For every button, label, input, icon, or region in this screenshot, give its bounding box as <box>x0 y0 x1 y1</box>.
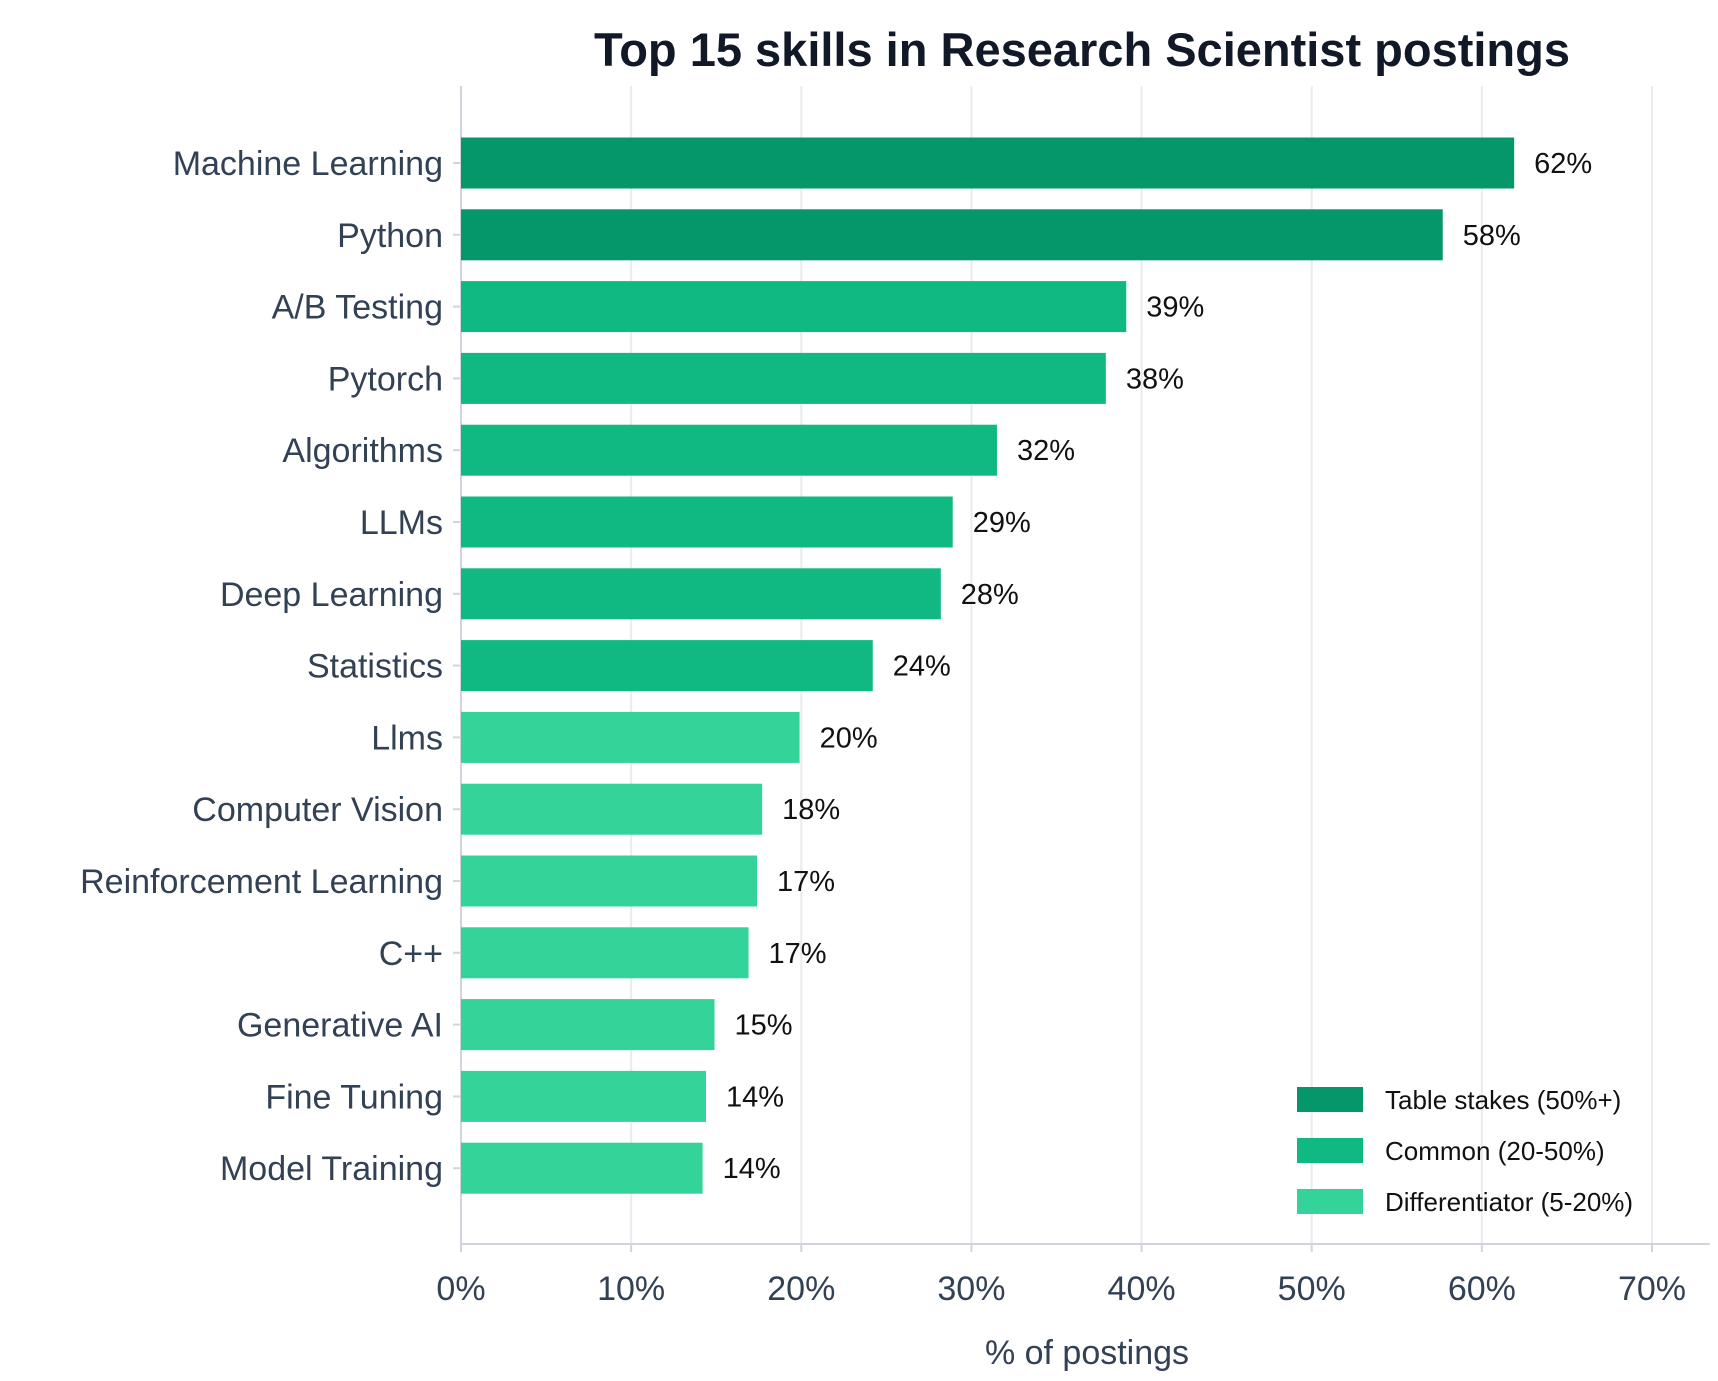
category-label: Reinforcement Learning <box>80 863 443 901</box>
category-label: A/B Testing <box>272 289 443 327</box>
category-label: Deep Learning <box>220 576 443 614</box>
value-label: 39% <box>1146 292 1204 324</box>
bar <box>461 352 1106 404</box>
value-label: 28% <box>961 579 1019 611</box>
value-label: 18% <box>782 794 840 826</box>
category-label: Machine Learning <box>173 145 443 183</box>
value-label: 58% <box>1463 220 1521 252</box>
bar <box>461 568 941 620</box>
x-tick-label: 30% <box>937 1270 1005 1308</box>
bar <box>461 927 749 979</box>
value-label: 15% <box>735 1010 793 1042</box>
category-label: Generative AI <box>237 1007 443 1045</box>
x-axis-label: % of postings <box>985 1334 1189 1372</box>
category-label: Computer Vision <box>192 791 443 829</box>
bar <box>461 137 1515 189</box>
category-label: Pytorch <box>328 360 443 398</box>
category-label: Llms <box>371 719 443 757</box>
category-label: Statistics <box>307 648 443 686</box>
x-tick-label: 10% <box>597 1270 665 1308</box>
value-label: 62% <box>1534 148 1592 180</box>
category-label: Model Training <box>220 1150 443 1188</box>
category-label: Fine Tuning <box>265 1078 443 1116</box>
bar <box>461 783 763 835</box>
bar <box>461 999 715 1051</box>
chart-title: Top 15 skills in Research Scientist post… <box>594 23 1570 76</box>
bar <box>461 1070 707 1122</box>
x-tick-label: 70% <box>1618 1270 1686 1308</box>
value-label: 24% <box>893 651 951 683</box>
bar <box>461 855 758 907</box>
x-tick-label: 40% <box>1108 1270 1176 1308</box>
legend-swatch <box>1297 1138 1363 1163</box>
bar <box>461 209 1443 261</box>
bar <box>461 496 953 548</box>
bar <box>461 711 800 763</box>
bar <box>461 640 873 692</box>
category-label: Python <box>337 217 443 255</box>
value-label: 20% <box>820 722 878 754</box>
bar <box>461 424 997 476</box>
x-tick-label: 50% <box>1278 1270 1346 1308</box>
value-label: 14% <box>726 1081 784 1113</box>
legend-label: Table stakes (50%+) <box>1385 1085 1621 1115</box>
category-label: C++ <box>379 935 443 973</box>
category-label: Algorithms <box>282 432 443 470</box>
legend-swatch <box>1297 1189 1363 1214</box>
x-tick-label: 60% <box>1448 1270 1516 1308</box>
legend-label: Differentiator (5-20%) <box>1385 1187 1633 1217</box>
category-label: LLMs <box>360 504 443 542</box>
x-tick-label: 0% <box>436 1270 485 1308</box>
bar <box>461 1142 703 1194</box>
value-label: 32% <box>1017 435 1075 467</box>
legend-swatch <box>1297 1087 1363 1112</box>
bar <box>461 281 1127 333</box>
value-label: 17% <box>777 866 835 898</box>
value-label: 17% <box>769 938 827 970</box>
value-label: 29% <box>973 507 1031 539</box>
legend: Table stakes (50%+) Common (20-50%) Differ… <box>1297 1085 1633 1217</box>
value-label: 14% <box>723 1153 781 1185</box>
x-tick-label: 20% <box>767 1270 835 1308</box>
value-label: 38% <box>1126 363 1184 395</box>
legend-label: Common (20-50%) <box>1385 1136 1605 1166</box>
